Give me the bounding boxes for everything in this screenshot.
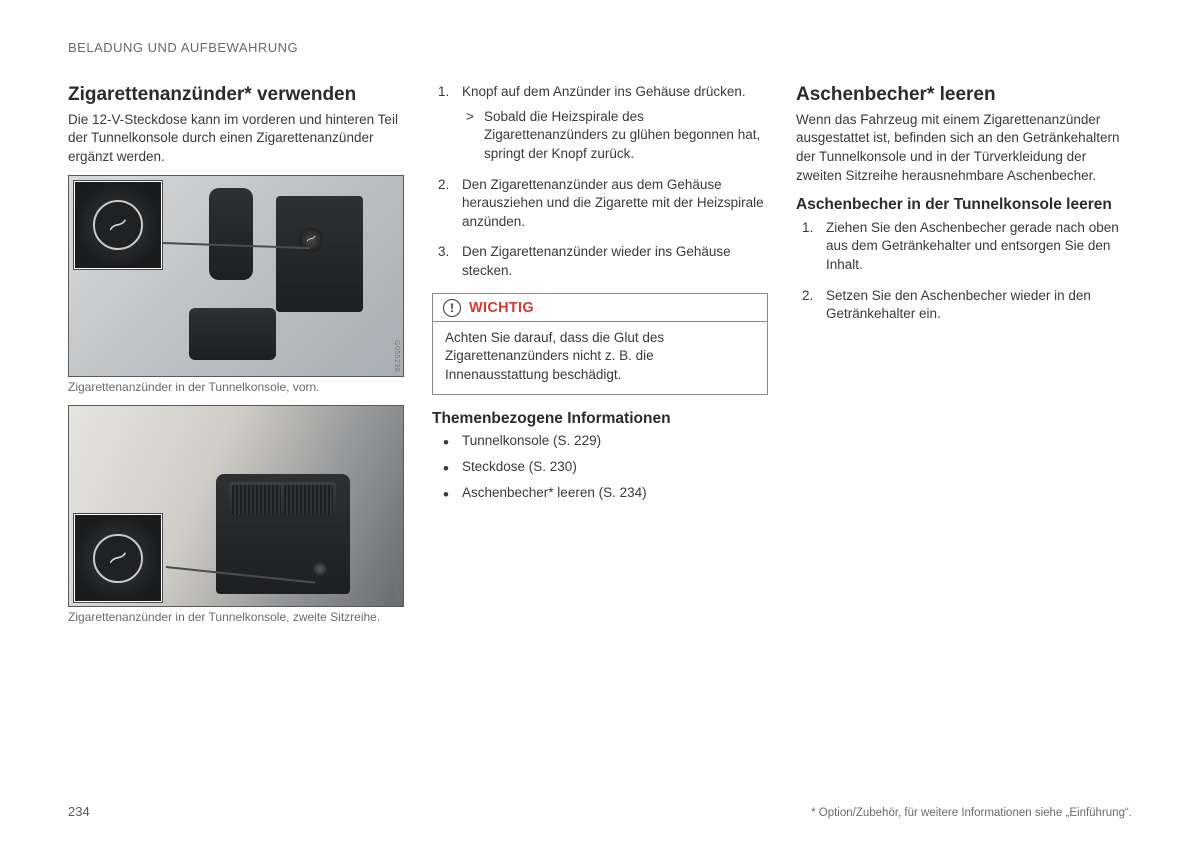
- step-text: Knopf auf dem Anzünder ins Gehäuse drück…: [462, 84, 746, 99]
- figure-code: G055240: [393, 571, 400, 603]
- content-columns: Zigarettenanzünder* verwenden Die 12-V-S…: [68, 83, 1132, 636]
- step-item: Den Zigarettenanzünder wieder ins Gehäus…: [432, 243, 768, 280]
- step-result: Sobald die Heizspirale des Zigarettenanz…: [462, 108, 768, 164]
- section-title-ashtray: Aschenbecher* leeren: [796, 83, 1132, 107]
- column-1: Zigarettenanzünder* verwenden Die 12-V-S…: [68, 83, 404, 636]
- figure-front-console: ⁓ ⁓ G055238: [68, 175, 404, 377]
- figure-caption-2: Zigarettenanzünder in der Tunnelkonsole,…: [68, 610, 404, 626]
- step-item: Den Zigarettenanzünder aus dem Gehäuse h…: [432, 176, 768, 232]
- callout-title: WICHTIG: [469, 300, 534, 316]
- important-callout: ! WICHTIG Achten Sie darauf, dass die Gl…: [432, 293, 768, 395]
- step-item: Setzen Sie den Aschenbecher wieder in de…: [796, 287, 1132, 324]
- column-2: Knopf auf dem Anzünder ins Gehäuse drück…: [432, 83, 768, 636]
- column-3: Aschenbecher* leeren Wenn das Fahrzeug m…: [796, 83, 1132, 636]
- lighter-icon: ⁓: [93, 200, 143, 250]
- page-footer: 234 * Option/Zubehör, für weitere Inform…: [68, 804, 1132, 819]
- page-number: 234: [68, 804, 90, 819]
- related-item: Aschenbecher* leeren (S. 234): [432, 484, 768, 503]
- step-text: Den Zigarettenanzünder wieder ins Gehäus…: [462, 244, 731, 278]
- related-info-title: Themenbezogene Informationen: [432, 409, 768, 428]
- warning-icon: !: [443, 299, 461, 317]
- step-text: Ziehen Sie den Aschenbecher gerade nach …: [826, 220, 1119, 272]
- related-item: Steckdose (S. 230): [432, 458, 768, 477]
- lighter-icon: ⁓: [93, 534, 143, 584]
- footnote: * Option/Zubehör, für weitere Informatio…: [811, 807, 1132, 819]
- figure-rear-console: ⁓ G055240: [68, 405, 404, 607]
- step-item: Ziehen Sie den Aschenbecher gerade nach …: [796, 219, 1132, 275]
- step-item: Knopf auf dem Anzünder ins Gehäuse drück…: [432, 83, 768, 164]
- related-item: Tunnelkonsole (S. 229): [432, 432, 768, 451]
- ashtray-intro: Wenn das Fahrzeug mit einem Zigarettenan…: [796, 111, 1132, 186]
- ashtray-sub-title: Aschenbecher in der Tunnelkonsole leeren: [796, 195, 1132, 214]
- figure-code: G055238: [393, 340, 400, 372]
- section-title-lighter: Zigarettenanzünder* verwenden: [68, 83, 404, 107]
- step-text: Den Zigarettenanzünder aus dem Gehäuse h…: [462, 177, 764, 229]
- step-text: Setzen Sie den Aschenbecher wieder in de…: [826, 288, 1091, 322]
- related-list: Tunnelkonsole (S. 229) Steckdose (S. 230…: [432, 432, 768, 503]
- lighter-steps: Knopf auf dem Anzünder ins Gehäuse drück…: [432, 83, 768, 281]
- chapter-header: BELADUNG UND AUFBEWAHRUNG: [68, 40, 1132, 55]
- section-intro: Die 12-V-Steckdose kann im vorderen und …: [68, 111, 404, 167]
- figure-caption-1: Zigarettenanzünder in der Tunnelkonsole,…: [68, 380, 404, 396]
- ashtray-steps: Ziehen Sie den Aschenbecher gerade nach …: [796, 219, 1132, 324]
- callout-body: Achten Sie darauf, dass die Glut des Zig…: [433, 322, 767, 394]
